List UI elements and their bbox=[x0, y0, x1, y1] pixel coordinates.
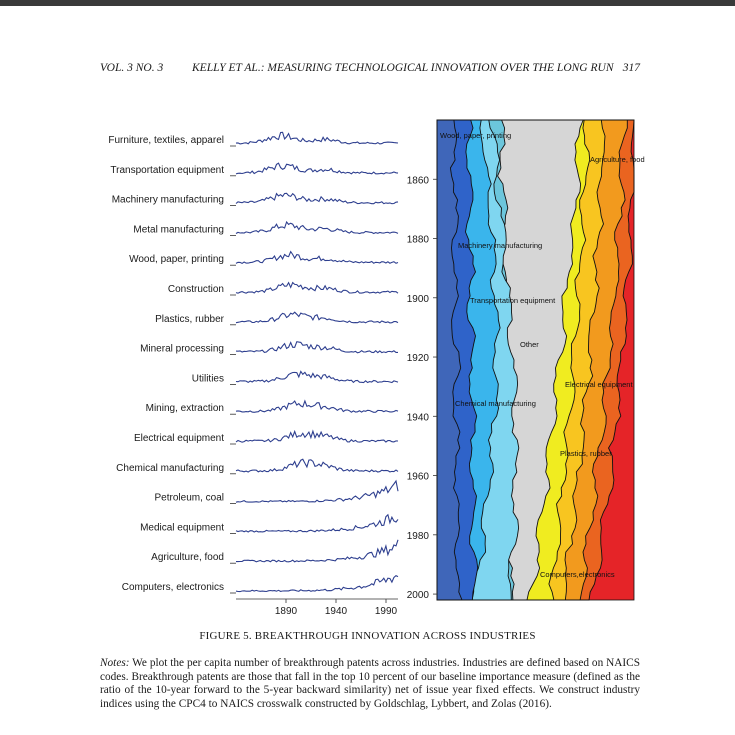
figure-caption: FIGURE 5. BREAKTHROUGH INNOVATION ACROSS… bbox=[0, 630, 735, 642]
industry-lines-panel: Furniture, textiles, apparel Transportati… bbox=[108, 132, 398, 617]
series-label: Furniture, textiles, apparel bbox=[108, 135, 224, 146]
series-line bbox=[236, 481, 398, 502]
series-line bbox=[236, 222, 398, 234]
industry-share-panel: 1860 1880 1900 1920 1940 1960 1980 2000 Wood, pa… bbox=[407, 120, 645, 601]
series-line bbox=[236, 431, 398, 442]
series-label: Medical equipment bbox=[140, 522, 224, 533]
series-label: Metal manufacturing bbox=[133, 224, 224, 235]
band-label: Computers,electronics bbox=[540, 570, 615, 579]
y-tick-label: 1900 bbox=[407, 294, 430, 305]
x-tick-label: 1940 bbox=[325, 606, 348, 617]
notes-text: We plot the per capita number of breakth… bbox=[100, 657, 640, 710]
band-label: Other bbox=[520, 340, 539, 349]
x-tick-label: 1890 bbox=[275, 606, 298, 617]
series-label: Chemical manufacturing bbox=[116, 463, 224, 474]
series-line bbox=[236, 576, 398, 592]
series-label: Agriculture, food bbox=[151, 552, 224, 563]
series-label: Plastics, rubber bbox=[155, 314, 225, 325]
band-label: Plastics, rubber bbox=[560, 449, 612, 458]
series-line bbox=[236, 252, 398, 264]
series-label: Wood, paper, printing bbox=[129, 254, 224, 265]
y-tick-label: 1960 bbox=[407, 472, 430, 483]
series-line bbox=[236, 132, 398, 144]
band-label: Transportation equipment bbox=[470, 296, 556, 305]
figure-5: Furniture, textiles, apparel Transportati… bbox=[0, 0, 735, 620]
series-label: Machinery manufacturing bbox=[112, 195, 224, 206]
y-tick-label: 1860 bbox=[407, 175, 430, 186]
y-tick-label: 1920 bbox=[407, 353, 430, 364]
band-label: Wood, paper, printing bbox=[440, 131, 511, 140]
y-tick-label: 2000 bbox=[407, 590, 430, 601]
series-line bbox=[236, 515, 398, 532]
y-tick-label: 1940 bbox=[407, 412, 430, 423]
notes-label: Notes: bbox=[100, 657, 130, 669]
series-line bbox=[236, 371, 398, 382]
series-label: Transportation equipment bbox=[110, 165, 224, 176]
series-line bbox=[236, 401, 398, 412]
band-label: Chemical manufacturing bbox=[455, 399, 536, 408]
series-line bbox=[236, 163, 398, 174]
series-label: Utilities bbox=[192, 373, 224, 384]
series-label: Construction bbox=[168, 284, 224, 295]
series-line bbox=[236, 283, 398, 294]
series-line bbox=[236, 459, 398, 472]
series-label: Mining, extraction bbox=[146, 403, 224, 414]
series-line bbox=[236, 193, 398, 203]
series-line bbox=[236, 540, 398, 562]
band-label: Agriculture, food bbox=[590, 155, 645, 164]
series-line bbox=[236, 342, 398, 353]
x-tick-label: 1990 bbox=[375, 606, 398, 617]
series-line bbox=[236, 312, 398, 323]
series-label: Electrical equipment bbox=[134, 433, 224, 444]
series-label: Computers, electronics bbox=[122, 582, 224, 593]
y-tick-label: 1880 bbox=[407, 235, 430, 246]
band-label: Machinery manufacturing bbox=[458, 241, 542, 250]
y-tick-label: 1980 bbox=[407, 531, 430, 542]
band-label: Electrical equipment bbox=[565, 380, 633, 389]
figure-notes: Notes: We plot the per capita number of … bbox=[100, 657, 640, 711]
series-label: Petroleum, coal bbox=[155, 493, 224, 504]
series-label: Mineral processing bbox=[140, 344, 224, 355]
